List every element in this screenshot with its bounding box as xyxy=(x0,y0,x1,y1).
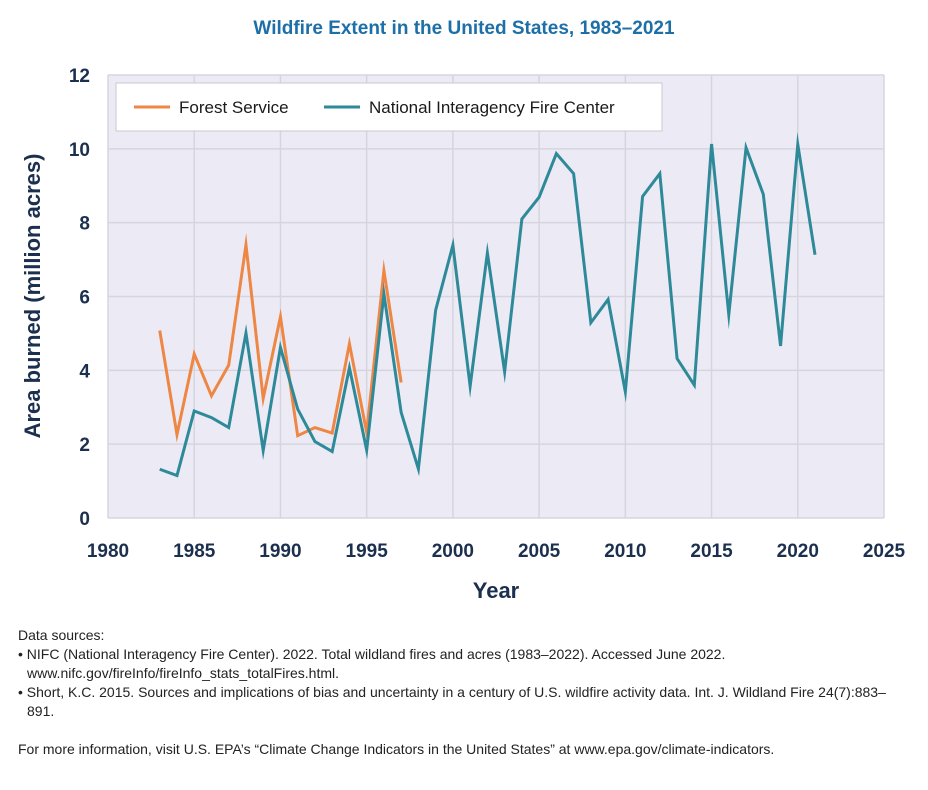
y-tick-label: 0 xyxy=(79,509,90,530)
x-tick-label: 2000 xyxy=(432,541,474,562)
y-tick-label: 2 xyxy=(79,435,90,456)
x-tick-label: 2005 xyxy=(518,541,561,562)
x-tick-label: 1990 xyxy=(259,541,301,562)
x-tick-label: 1995 xyxy=(346,541,389,562)
y-tick-label: 6 xyxy=(79,288,90,309)
line-chart: 0 2 4 6 8 10 12 1980 1985 1990 1995 2000 2005 2010 201… xyxy=(20,66,906,603)
series-line-nifc xyxy=(159,131,817,478)
x-tick-label: 2020 xyxy=(777,541,819,562)
x-tick-label: 1980 xyxy=(87,541,129,562)
data-sources-notes: Data sources: • NIFC (National Interagen… xyxy=(18,626,908,759)
series-lines xyxy=(158,131,817,478)
x-axis-label: Year xyxy=(473,578,520,603)
y-tick-label: 8 xyxy=(79,214,90,235)
data-sources-heading: Data sources: xyxy=(18,627,105,643)
data-source-short: • Short, K.C. 2015. Sources and implicat… xyxy=(18,684,886,719)
x-tick-label: 2025 xyxy=(863,541,906,562)
legend-label-forest-service: Forest Service xyxy=(179,98,289,117)
x-tick-label: 1985 xyxy=(173,541,216,562)
more-info-text: For more information, visit U.S. EPA’s “… xyxy=(18,741,775,757)
tick-labels: 0 2 4 6 8 10 12 1980 1985 1990 1995 2000 2005 2010 201… xyxy=(69,66,906,562)
legend: Forest Service National Interagency Fire… xyxy=(115,82,663,132)
grid-lines xyxy=(107,74,885,519)
legend-label-nifc: National Interagency Fire Center xyxy=(369,98,615,117)
series-line-forest-service xyxy=(158,232,403,443)
x-tick-label: 2010 xyxy=(604,541,646,562)
y-tick-label: 10 xyxy=(69,140,90,161)
x-tick-label: 2015 xyxy=(690,541,733,562)
chart-title: Wildfire Extent in the United States, 19… xyxy=(253,18,675,39)
y-axis-label: Area burned (million acres) xyxy=(20,154,45,439)
y-tick-label: 4 xyxy=(79,361,90,382)
y-tick-label: 12 xyxy=(69,66,90,87)
data-source-nifc: • NIFC (National Interagency Fire Center… xyxy=(18,646,726,681)
legend-box xyxy=(115,82,663,132)
